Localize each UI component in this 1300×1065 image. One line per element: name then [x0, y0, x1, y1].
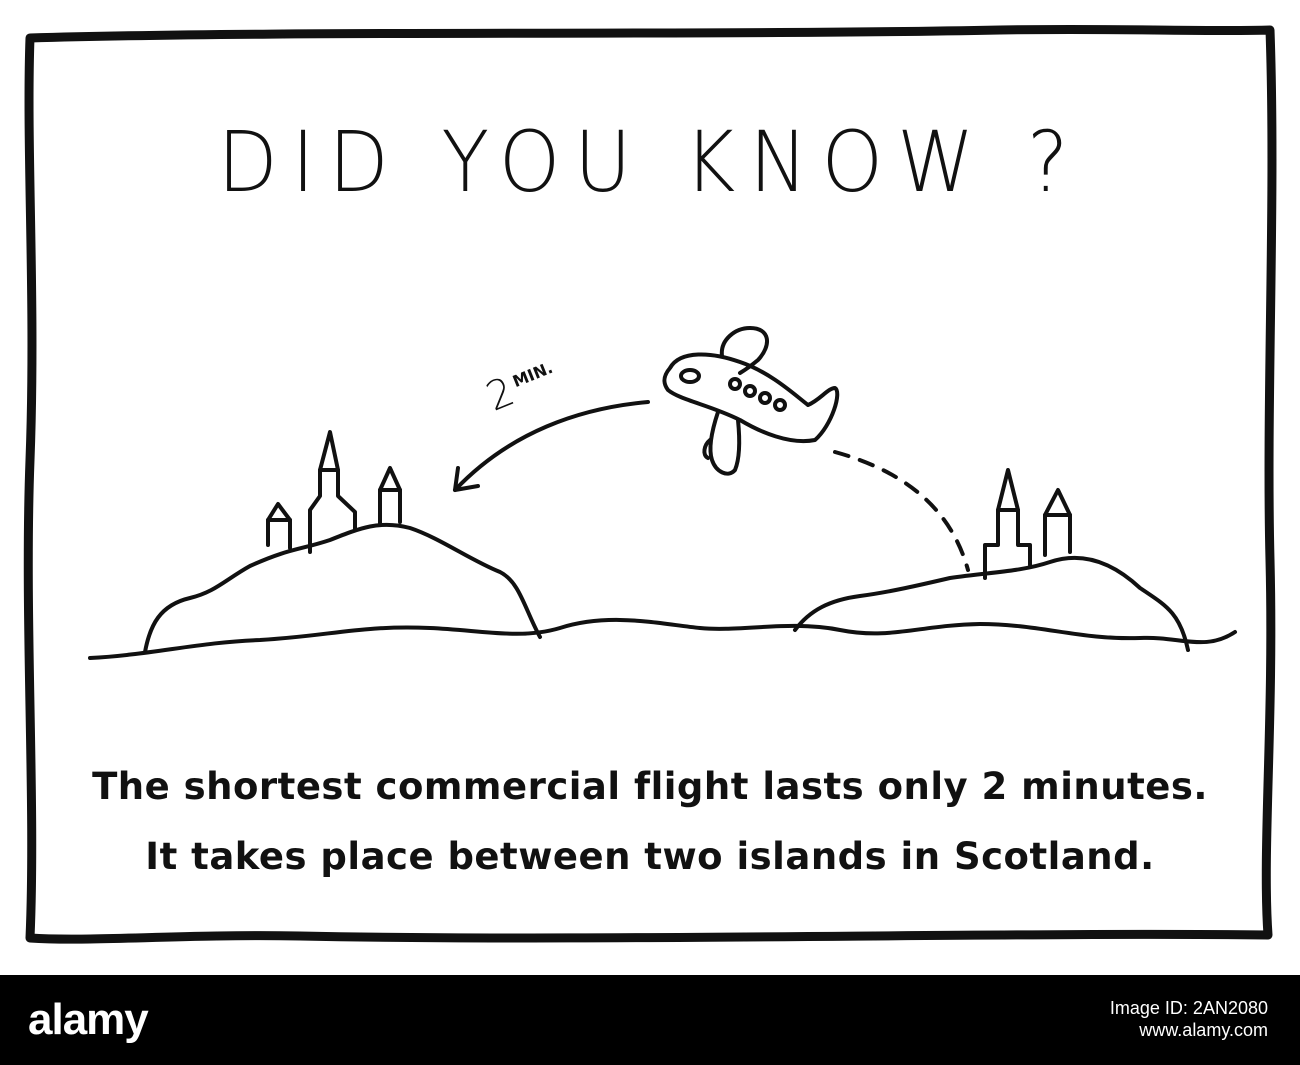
image-id-block: Image ID: 2AN2080 www.alamy.com: [1110, 997, 1268, 1041]
plane-icon: [662, 326, 840, 476]
page-title: DID YOU KNOW ?: [217, 114, 1083, 212]
cartoon-drawing: [23, 24, 1277, 944]
island-icon: [143, 430, 542, 654]
sea-line: [88, 617, 1237, 660]
site-url-text: www.alamy.com: [1139, 1020, 1268, 1040]
island-icon: [793, 468, 1190, 652]
flight-path-dashed: [833, 450, 970, 572]
watermark-footer: alamy Image ID: 2AN2080 www.alamy.com: [0, 975, 1300, 1065]
caption-line-1: The shortest commercial flight lasts onl…: [92, 765, 1208, 808]
brand-logo: alamy: [28, 995, 149, 1044]
frame-border: [23, 24, 1277, 944]
image-id-text: Image ID: 2AN2080: [1109, 998, 1268, 1018]
flight-arrow: [453, 400, 650, 492]
flight-duration-unit: MIN.: [509, 357, 556, 392]
caption-line-2: It takes place between two islands in Sc…: [145, 835, 1155, 878]
